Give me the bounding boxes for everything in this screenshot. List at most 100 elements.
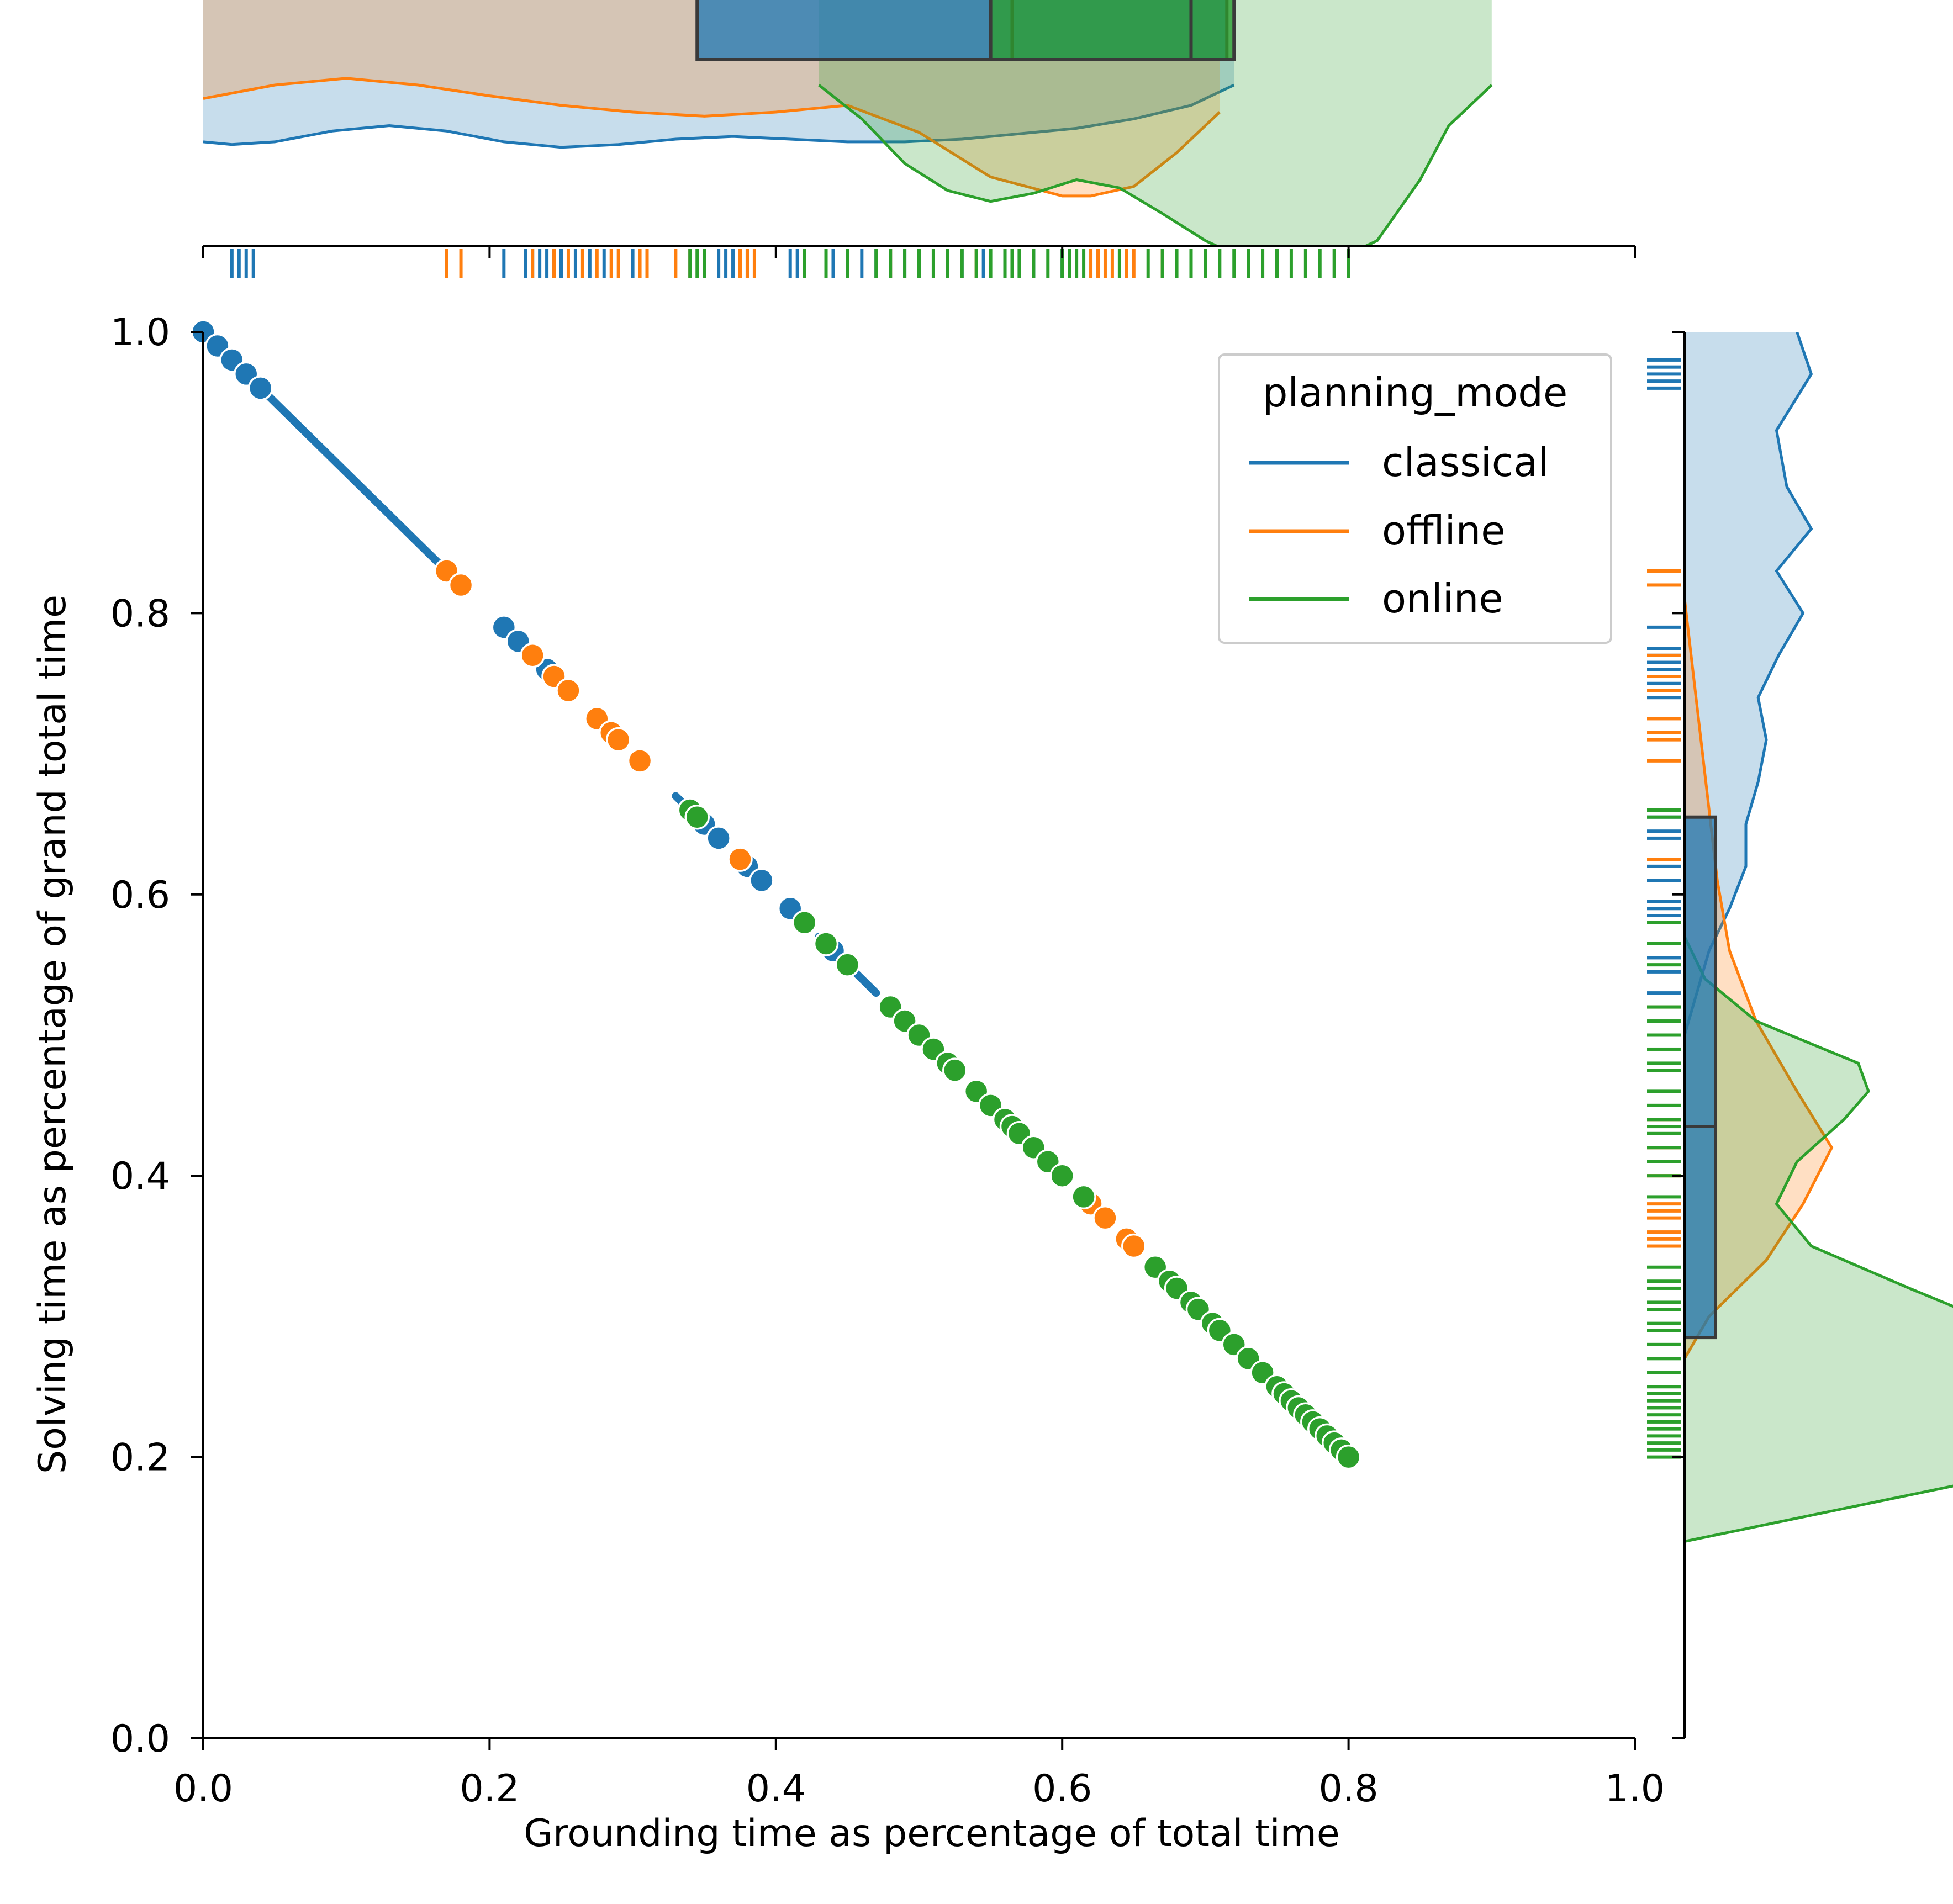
rug-y-online xyxy=(1647,1118,1681,1122)
legend-label-online: online xyxy=(1382,575,1503,622)
scatter-point-offline xyxy=(727,847,753,872)
rug-x-offline xyxy=(459,249,463,278)
rug-x-offline xyxy=(609,249,613,278)
rug-y-classical xyxy=(1647,900,1681,903)
x-tick-label: 0.8 xyxy=(1319,1767,1379,1811)
rug-x-online xyxy=(1247,249,1250,278)
x-tick-label: 0.6 xyxy=(1032,1767,1092,1811)
rug-x-online xyxy=(1189,249,1193,278)
scatter-point-online xyxy=(813,931,839,956)
rug-x-classical xyxy=(244,249,248,278)
rug-y-online xyxy=(1647,1434,1681,1438)
rug-y-online xyxy=(1647,1448,1681,1452)
rug-y-offline xyxy=(1647,689,1681,692)
rug-x-online xyxy=(1232,249,1236,278)
rug-y-classical xyxy=(1647,970,1681,974)
scatter-dense-segment-classical xyxy=(256,384,451,575)
legend-label-offline: offline xyxy=(1382,507,1506,554)
scatter-point-online xyxy=(1071,1184,1096,1210)
rug-y-online xyxy=(1647,1357,1681,1361)
rug-x-offline xyxy=(616,249,620,278)
x-tick-label: 0.0 xyxy=(173,1767,233,1811)
kde-line-x-online xyxy=(818,84,1493,246)
rug-y-classical xyxy=(1647,829,1681,833)
rug-y-offline xyxy=(1647,1230,1681,1234)
rug-y-classical xyxy=(1647,696,1681,700)
rug-y-online xyxy=(1647,1125,1681,1129)
rug-x-classical xyxy=(981,249,985,278)
rug-y-classical xyxy=(1647,647,1681,650)
rug-y-online xyxy=(1647,808,1681,812)
rug-x-offline xyxy=(566,249,570,278)
rug-x-classical xyxy=(602,249,606,278)
rug-x-online xyxy=(960,249,964,278)
x-tick-label: 0.4 xyxy=(746,1767,806,1811)
scatter-point-offline xyxy=(556,678,581,704)
rug-y-classical xyxy=(1647,907,1681,911)
rug-y-classical xyxy=(1647,365,1681,369)
rug-x-classical xyxy=(831,249,835,278)
legend: planning_mode classical offline online xyxy=(1218,353,1612,644)
rug-x-online xyxy=(903,249,907,278)
rug-y-online xyxy=(1647,1069,1681,1072)
rug-y-online xyxy=(1647,1174,1681,1178)
kde-line-x-classical xyxy=(203,83,1235,149)
rug-x-classical xyxy=(731,249,735,278)
scatter-point-online xyxy=(1336,1444,1361,1470)
rug-x-online xyxy=(1017,249,1021,278)
rug-y-online xyxy=(1647,921,1681,924)
rug-y-online xyxy=(1647,1342,1681,1346)
kde-line-x-offline xyxy=(203,77,1221,198)
rug-y-online xyxy=(1647,1279,1681,1283)
rug-x-offline xyxy=(1096,249,1100,278)
kde-line-y-classical xyxy=(1685,332,1813,1036)
rug-x-online xyxy=(1332,249,1336,278)
rug-x-online xyxy=(1010,249,1014,278)
right-marginal xyxy=(1647,331,1953,1739)
rug-x-offline xyxy=(738,249,742,278)
rug-x-online xyxy=(1289,249,1293,278)
rug-y-online xyxy=(1647,942,1681,945)
axes: 0.0 0.2 0.4 0.6 0.8 1.0 0.0 0.2 0.4 0.6 0.8 1.0 xyxy=(110,311,1665,1811)
boxplot-y-classical xyxy=(1685,815,1717,1340)
rug-x-online xyxy=(1060,249,1064,278)
kde-area-y-online xyxy=(1685,937,1953,1542)
scatter-point-online xyxy=(791,909,817,935)
rug-y-classical xyxy=(1647,836,1681,840)
rug-y-classical xyxy=(1647,372,1681,376)
rug-x-classical xyxy=(788,249,792,278)
rug-x-classical xyxy=(237,249,241,278)
rug-y-offline xyxy=(1647,738,1681,742)
scatter-point-online xyxy=(835,952,861,977)
rug-x-online xyxy=(1117,249,1121,278)
rug-y-classical xyxy=(1647,379,1681,383)
rug-x-online xyxy=(989,249,993,278)
rug-x-online xyxy=(1204,249,1207,278)
rug-x-online xyxy=(1082,249,1086,278)
rug-x-online xyxy=(946,249,949,278)
rug-x-offline xyxy=(1089,249,1093,278)
rug-y-classical xyxy=(1647,660,1681,664)
rug-x-classical xyxy=(230,249,234,278)
rug-y-online xyxy=(1647,1061,1681,1065)
y-tick-label: 0.2 xyxy=(110,1436,170,1480)
rug-y-classical xyxy=(1647,358,1681,362)
rug-x-online xyxy=(1303,249,1307,278)
scatter-point-online xyxy=(942,1057,968,1083)
x-tick-label: 1.0 xyxy=(1605,1767,1665,1811)
rug-y-online xyxy=(1647,1146,1681,1150)
top-marginal-content xyxy=(203,0,1493,246)
rug-x-classical xyxy=(631,249,635,278)
rug-y-online xyxy=(1647,1455,1681,1459)
rug-x-online xyxy=(1068,249,1071,278)
rug-x-online xyxy=(824,249,828,278)
rug-y-online xyxy=(1647,1089,1681,1093)
rug-x-offline xyxy=(580,249,584,278)
rug-y-online xyxy=(1647,1427,1681,1431)
rug-x-online xyxy=(1003,249,1007,278)
rug-y-classical xyxy=(1647,668,1681,671)
rug-y-offline xyxy=(1647,858,1681,861)
rug-y-classical xyxy=(1647,681,1681,685)
